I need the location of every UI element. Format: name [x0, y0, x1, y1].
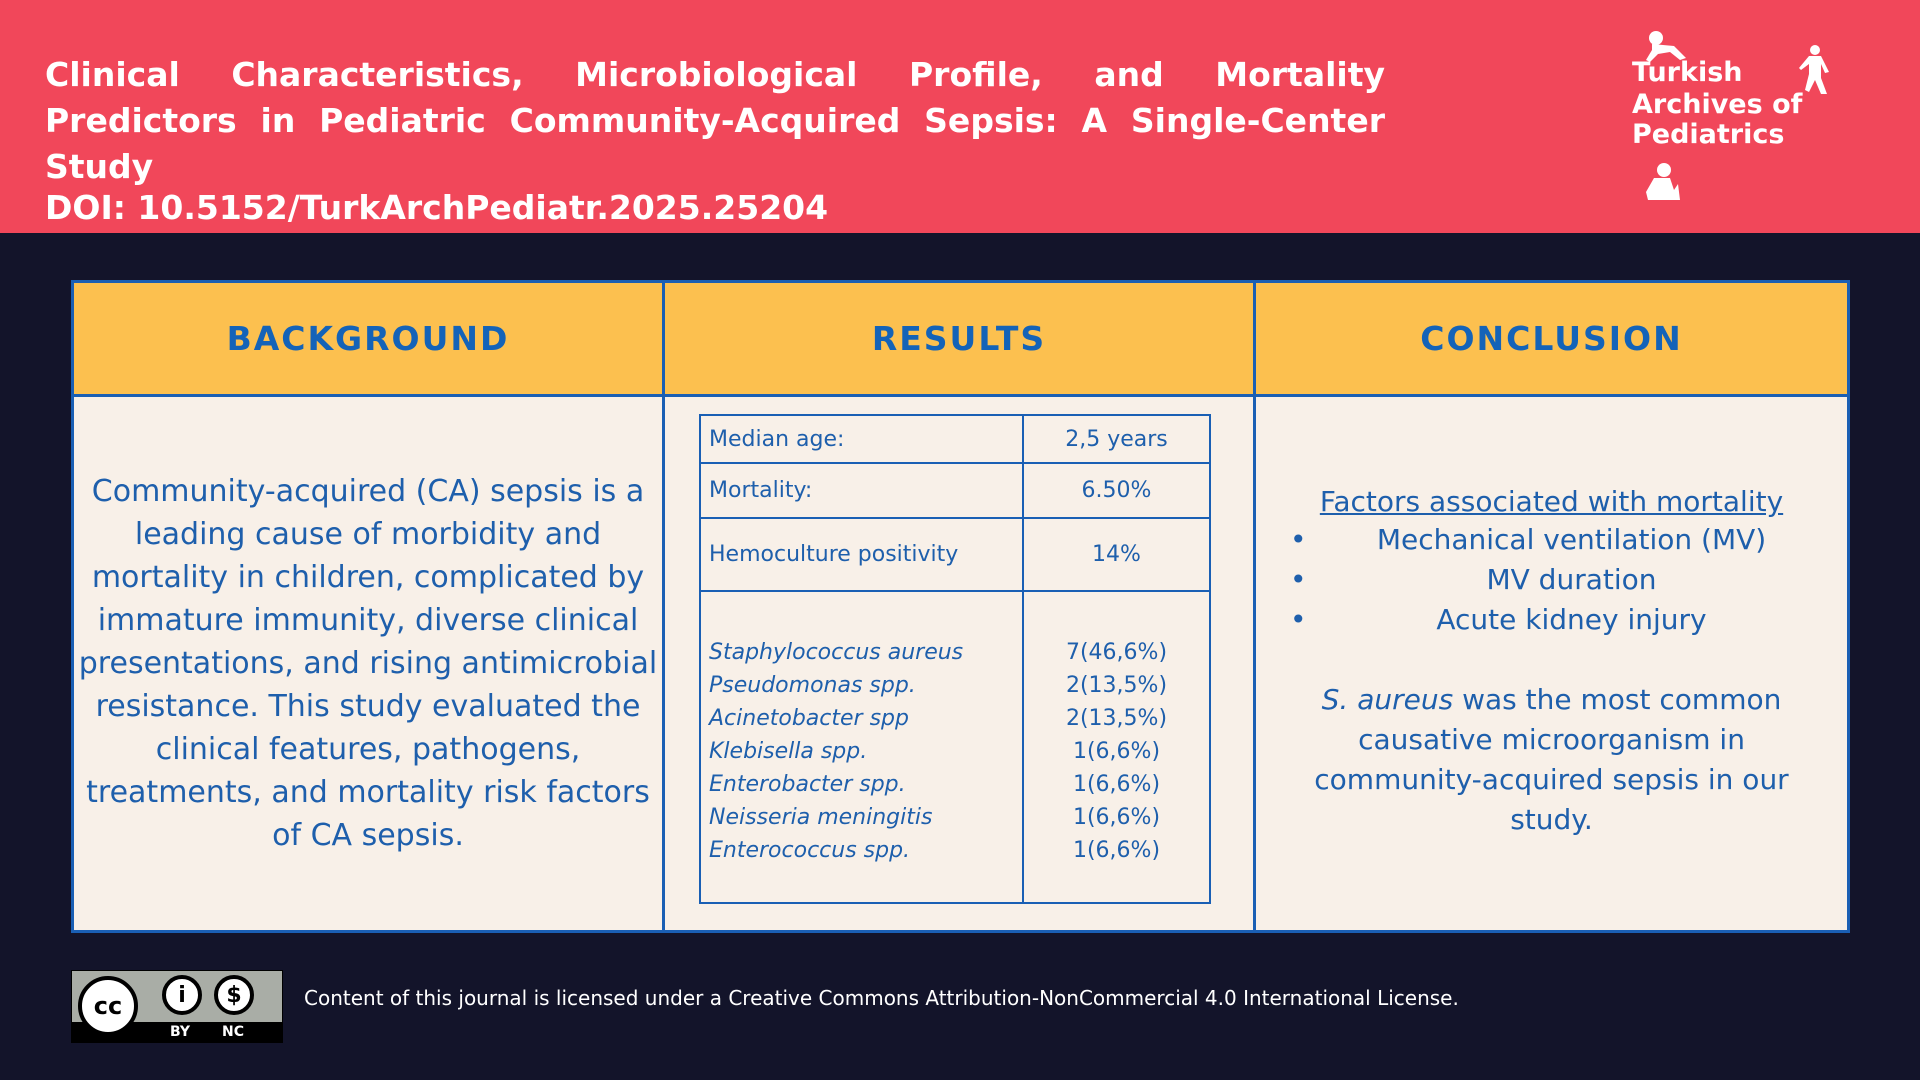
organism-name: Enterococcus spp.: [709, 837, 911, 863]
row-value: 6.50%: [1022, 462, 1211, 519]
factor-text: MV duration: [1486, 563, 1657, 596]
table-row: Hemoculture positivity 14%: [699, 517, 1211, 592]
background-section: Community-acquired (CA) sepsis is a lead…: [74, 397, 665, 930]
organism-value: 1(6,6%): [1072, 837, 1161, 863]
logo-line-3: Pediatrics: [1632, 119, 1785, 150]
organism-values: 7(46,6%) 2(13,5%) 2(13,5%) 1(6,6%) 1(6,6…: [1022, 590, 1211, 904]
organisms-row: Staphylococcus aureus Pseudomonas spp. A…: [699, 590, 1211, 904]
results-heading: RESULTS: [665, 283, 1256, 397]
nc-label: NC: [222, 1024, 244, 1040]
journal-logo: Turkish Archives of Pediatrics: [1632, 30, 1872, 210]
factor-text: Mechanical ventilation (MV): [1376, 523, 1767, 556]
cc-icon: cc: [78, 976, 138, 1036]
sitting-baby-icon: [1646, 163, 1680, 200]
list-item: • Acute kidney injury: [1256, 600, 1847, 640]
by-label: BY: [170, 1024, 191, 1040]
table-row: Mortality: 6.50%: [699, 462, 1211, 519]
organism-value: 1(6,6%): [1072, 771, 1161, 797]
noncommercial-icon: $: [214, 975, 254, 1015]
row-value: 2,5 years: [1022, 414, 1211, 464]
conclusion-summary: S. aureus was the most common causative …: [1256, 680, 1847, 840]
header-banner: Clinical Characteristics, Microbiologica…: [0, 0, 1920, 233]
organism-name: Neisseria meningitis: [709, 804, 933, 830]
cc-by-nc-badge[interactable]: BY NC cc i $: [71, 970, 283, 1043]
summary-organism: S. aureus: [1321, 683, 1454, 716]
doi: DOI: 10.5152/TurkArchPediatr.2025.25204: [45, 188, 829, 227]
list-item: • MV duration: [1256, 560, 1847, 600]
bullet-icon: •: [1290, 603, 1307, 636]
organism-name: Acinetobacter spp: [709, 705, 909, 731]
organism-value: 2(13,5%): [1065, 672, 1168, 698]
row-value: 14%: [1022, 517, 1211, 592]
conclusion-heading: CONCLUSION: [1256, 283, 1847, 397]
organism-names: Staphylococcus aureus Pseudomonas spp. A…: [699, 590, 1024, 904]
walking-child-icon: [1799, 45, 1829, 94]
organism-name: Klebisella spp.: [709, 738, 868, 764]
license-text: Content of this journal is licensed unde…: [304, 986, 1459, 1010]
background-text: Community-acquired (CA) sepsis is a lead…: [78, 474, 658, 853]
bullet-icon: •: [1290, 523, 1307, 556]
factors-list: • Mechanical ventilation (MV) • MV duratio…: [1256, 520, 1847, 640]
organism-value: 1(6,6%): [1072, 738, 1161, 764]
row-label: Hemoculture positivity: [699, 517, 1024, 592]
row-label: Median age:: [699, 414, 1024, 464]
results-section: Median age: 2,5 years Mortality: 6.50% Hem…: [665, 397, 1256, 930]
conclusion-section: Factors associated with mortality • Mecha…: [1256, 397, 1847, 930]
table-row: Median age: 2,5 years: [699, 414, 1211, 464]
list-item: • Mechanical ventilation (MV): [1256, 520, 1847, 560]
organism-name: Staphylococcus aureus: [709, 639, 964, 665]
abstract-panel: BACKGROUND RESULTS CONCLUSION Community-…: [71, 280, 1850, 933]
article-title: Clinical Characteristics, Microbiologica…: [45, 55, 1385, 186]
logo-line-1: Turkish: [1632, 57, 1743, 88]
bullet-icon: •: [1290, 563, 1307, 596]
attribution-icon: i: [162, 975, 202, 1015]
organism-name: Enterobacter spp.: [709, 771, 906, 797]
factors-title: Factors associated with mortality: [1319, 485, 1784, 518]
background-heading: BACKGROUND: [74, 283, 665, 397]
factor-text: Acute kidney injury: [1436, 603, 1707, 636]
organism-value: 2(13,5%): [1065, 705, 1168, 731]
organism-value: 1(6,6%): [1072, 804, 1161, 830]
organism-name: Pseudomonas spp.: [709, 672, 916, 698]
organism-value: 7(46,6%): [1065, 639, 1168, 665]
summary-text: was the most common causative microorgan…: [1314, 683, 1789, 836]
results-table: Median age: 2,5 years Mortality: 6.50% Hem…: [699, 414, 1211, 904]
crawling-baby-icon: [1646, 31, 1686, 62]
row-label: Mortality:: [699, 462, 1024, 519]
logo-line-2: Archives of: [1632, 89, 1803, 120]
